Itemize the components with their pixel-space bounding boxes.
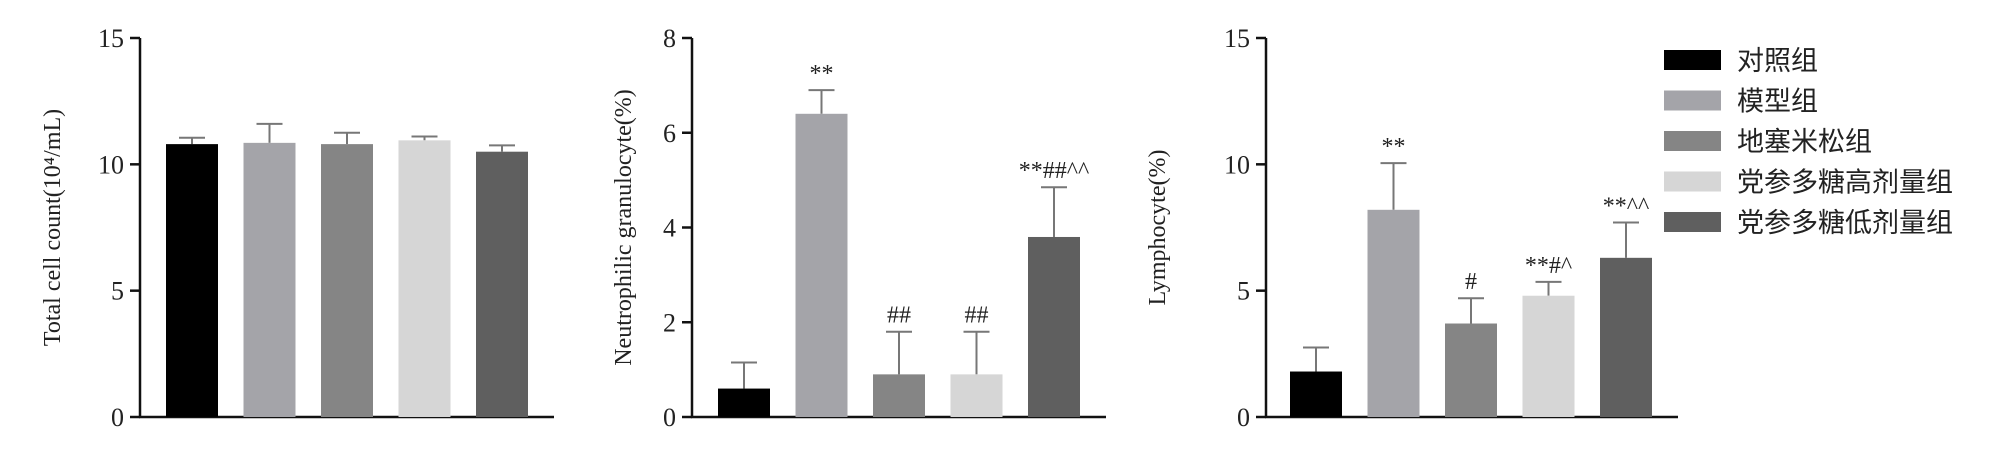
- bar-2: [1367, 209, 1420, 417]
- significance-label: #: [1465, 269, 1477, 295]
- significance-label: **: [810, 61, 834, 87]
- y-tick-label: 2: [663, 308, 676, 337]
- y-tick-label: 5: [1237, 277, 1250, 306]
- legend-swatch: [1664, 50, 1721, 70]
- bar-3: [1445, 323, 1497, 417]
- y-axis-label: Total cell count(10⁴/mL): [40, 109, 66, 346]
- significance-label: ##: [887, 303, 911, 329]
- legend-swatch: [1664, 171, 1721, 192]
- y-tick-label: 5: [111, 277, 124, 306]
- chart-panel-3: 0 5 10 15 Lymphocyte(%) ** # **#^ **^^: [1145, 24, 1678, 432]
- bar-5: [1600, 257, 1652, 417]
- significance-label: **^^: [1603, 193, 1650, 219]
- legend-label: 党参多糖低剂量组: [1737, 208, 1953, 239]
- significance-label: **#^: [1525, 253, 1572, 279]
- y-tick-label: 15: [98, 24, 124, 53]
- legend-label: 对照组: [1737, 46, 1818, 77]
- y-tick-label: 8: [663, 24, 676, 53]
- chart-panel-2: 0 2 4 6 8 Neutrophilic granulocyte(%) ** ## ## **…: [611, 24, 1106, 432]
- legend-item: 党参多糖高剂量组: [1664, 168, 1953, 199]
- legend-label: 地塞米松组: [1737, 127, 1872, 158]
- bar-1: [718, 388, 770, 417]
- significance-label: **: [1382, 134, 1406, 160]
- significance-label: ##: [965, 303, 989, 329]
- significance-label: **##^^: [1019, 158, 1090, 184]
- bar-2: [795, 113, 848, 418]
- legend-swatch: [1664, 212, 1721, 232]
- bar-1: [166, 144, 218, 417]
- bar-4: [1522, 295, 1575, 417]
- y-axis-label: Lymphocyte(%): [1145, 150, 1171, 306]
- legend-label: 党参多糖高剂量组: [1737, 168, 1953, 199]
- legend-swatch: [1664, 90, 1721, 111]
- legend-swatch: [1664, 131, 1721, 151]
- y-tick-label: 0: [111, 403, 124, 432]
- chart-panel-1: 0 5 10 15 Total cell count(10⁴/mL): [40, 24, 554, 432]
- bar-5: [1028, 236, 1080, 417]
- chart-panels: 0 5 10 15 Total cell count(10⁴/mL) 0 2 4 6 8 Neutr…: [40, 24, 1678, 432]
- legend-item: 对照组: [1664, 46, 1818, 77]
- bar-1: [1290, 371, 1342, 417]
- y-tick-label: 0: [663, 403, 676, 432]
- bar-3: [873, 374, 925, 417]
- y-axis-label: Neutrophilic granulocyte(%): [611, 89, 637, 366]
- legend-item: 党参多糖低剂量组: [1664, 208, 1953, 239]
- legend-label: 模型组: [1737, 87, 1818, 118]
- bar-4: [398, 140, 451, 417]
- y-tick-label: 6: [663, 119, 676, 148]
- y-tick-label: 4: [663, 214, 676, 243]
- legend-item: 模型组: [1664, 87, 1818, 118]
- bar-5: [476, 151, 528, 417]
- y-tick-label: 15: [1224, 24, 1250, 53]
- legend-item: 地塞米松组: [1664, 127, 1872, 158]
- y-tick-label: 10: [1224, 150, 1250, 179]
- bar-4: [950, 374, 1003, 417]
- y-tick-label: 0: [1237, 403, 1250, 432]
- bar-2: [243, 142, 296, 417]
- y-tick-label: 10: [98, 150, 124, 179]
- bar-3: [321, 144, 373, 417]
